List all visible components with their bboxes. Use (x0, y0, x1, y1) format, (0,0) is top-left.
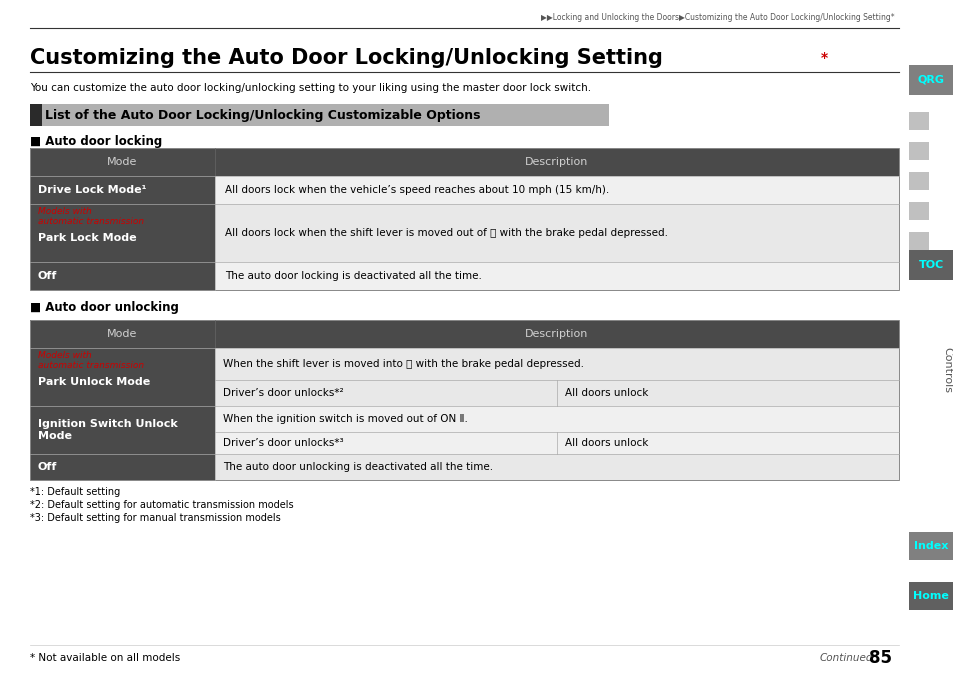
Bar (30, 104, 609, 126)
Bar (908, 202, 928, 220)
Text: Mode: Mode (107, 329, 137, 339)
Bar (30, 204, 214, 262)
Bar (30, 262, 899, 290)
Text: Index: Index (913, 541, 947, 551)
Bar (30, 320, 899, 480)
Bar (908, 112, 928, 130)
Bar (908, 582, 952, 610)
Text: Mode: Mode (107, 157, 137, 167)
Text: All doors lock when the vehicle’s speed reaches about 10 mph (15 km/h).: All doors lock when the vehicle’s speed … (225, 185, 608, 195)
Bar (908, 142, 928, 160)
Bar (908, 65, 952, 95)
Bar (30, 204, 899, 262)
Bar (30, 454, 899, 480)
Text: Park Unlock Mode: Park Unlock Mode (38, 377, 150, 387)
Text: Description: Description (525, 329, 588, 339)
Text: Driver’s door unlocks*³: Driver’s door unlocks*³ (223, 438, 343, 448)
Text: automatic transmission: automatic transmission (38, 218, 144, 226)
Text: Home: Home (912, 591, 948, 601)
Text: Customizing the Auto Door Locking/Unlocking Setting: Customizing the Auto Door Locking/Unlock… (30, 48, 662, 68)
Text: Off: Off (38, 462, 57, 472)
Text: Off: Off (38, 271, 57, 281)
Text: ▶▶Locking and Unlocking the Doors▶Customizing the Auto Door Locking/Unlocking Se: ▶▶Locking and Unlocking the Doors▶Custom… (540, 13, 893, 22)
Text: Description: Description (525, 157, 588, 167)
Text: automatic transmission: automatic transmission (38, 361, 144, 371)
Bar (30, 262, 214, 290)
Text: *: * (821, 51, 827, 65)
Bar (30, 176, 899, 204)
Text: All doors lock when the shift lever is moved out of Ⓟ with the brake pedal depre: All doors lock when the shift lever is m… (225, 228, 667, 238)
Text: When the shift lever is moved into Ⓟ with the brake pedal depressed.: When the shift lever is moved into Ⓟ wit… (223, 359, 583, 369)
Text: Ignition Switch Unlock: Ignition Switch Unlock (38, 419, 177, 429)
Bar (30, 406, 214, 454)
Text: The auto door locking is deactivated all the time.: The auto door locking is deactivated all… (225, 271, 481, 281)
Bar (30, 454, 214, 480)
Text: *1: Default setting: *1: Default setting (30, 487, 120, 497)
Text: * Not available on all models: * Not available on all models (30, 653, 180, 663)
Text: ■ Auto door locking: ■ Auto door locking (30, 135, 162, 148)
Bar (30, 348, 899, 406)
Text: Mode: Mode (38, 431, 71, 441)
Text: Driver’s door unlocks*²: Driver’s door unlocks*² (223, 388, 343, 398)
Bar (30, 406, 899, 454)
Text: *2: Default setting for automatic transmission models: *2: Default setting for automatic transm… (30, 500, 294, 510)
Text: TOC: TOC (918, 260, 943, 270)
Bar (908, 250, 952, 280)
Bar (30, 348, 214, 406)
Text: All doors unlock: All doors unlock (564, 388, 648, 398)
Bar (30, 320, 899, 348)
Bar (30, 148, 899, 176)
Text: Park Lock Mode: Park Lock Mode (38, 233, 136, 243)
Text: The auto door unlocking is deactivated all the time.: The auto door unlocking is deactivated a… (223, 462, 493, 472)
Bar (908, 172, 928, 190)
Bar (908, 532, 952, 560)
Text: You can customize the auto door locking/unlocking setting to your liking using t: You can customize the auto door locking/… (30, 83, 591, 93)
Text: Models with: Models with (38, 208, 91, 216)
Bar (908, 232, 928, 250)
Bar (30, 104, 42, 126)
Text: ■ Auto door unlocking: ■ Auto door unlocking (30, 301, 178, 315)
Bar (30, 176, 214, 204)
Text: List of the Auto Door Locking/Unlocking Customizable Options: List of the Auto Door Locking/Unlocking … (45, 109, 480, 121)
Text: Controls: Controls (942, 347, 951, 393)
Text: Models with: Models with (38, 352, 91, 361)
Text: All doors unlock: All doors unlock (564, 438, 648, 448)
Text: QRG: QRG (917, 75, 943, 85)
Text: 85: 85 (868, 649, 891, 667)
Text: *3: Default setting for manual transmission models: *3: Default setting for manual transmiss… (30, 513, 280, 523)
Text: When the ignition switch is moved out of ON Ⅱ.: When the ignition switch is moved out of… (223, 415, 467, 424)
Text: Continued: Continued (819, 653, 872, 663)
Text: Drive Lock Mode¹: Drive Lock Mode¹ (38, 185, 147, 195)
Bar (30, 148, 899, 290)
